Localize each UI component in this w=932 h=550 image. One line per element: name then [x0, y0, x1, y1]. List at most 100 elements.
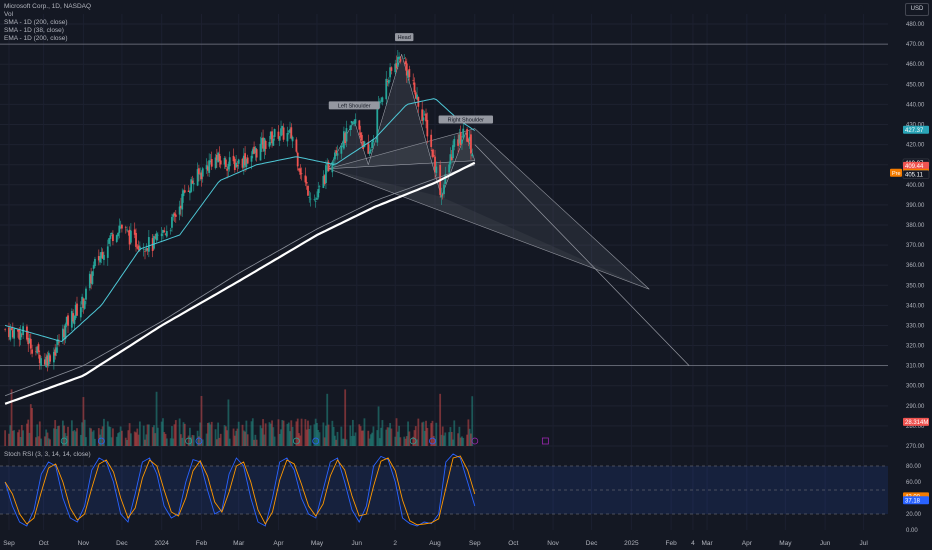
- volume-bar: [91, 431, 94, 446]
- volume-bar: [144, 439, 146, 446]
- volume-bar: [189, 427, 191, 446]
- candle-body: [291, 136, 294, 142]
- volume-bar: [180, 434, 182, 446]
- candle-body: [146, 248, 149, 251]
- candle-body: [286, 133, 289, 142]
- volume-bar: [332, 426, 335, 446]
- candle-body: [289, 129, 291, 133]
- candle-body: [390, 67, 393, 71]
- candle-body: [354, 119, 357, 124]
- price-tick-label: 340.00: [906, 303, 925, 309]
- volume-bar: [20, 425, 23, 446]
- volume-bar: [44, 436, 46, 446]
- volume-bar: [412, 436, 415, 446]
- candle-body: [466, 129, 468, 142]
- candle-body: [461, 139, 463, 144]
- volume-bar: [405, 436, 408, 446]
- price-label-box: [903, 125, 929, 134]
- candle-body: [49, 355, 51, 362]
- candle-body: [187, 190, 190, 193]
- candle-body: [189, 190, 191, 194]
- candle-body: [181, 193, 184, 210]
- legend-sma200[interactable]: SMA - 1D (200, close): [4, 19, 68, 26]
- candle-body: [404, 61, 407, 65]
- volume-bar: [153, 425, 155, 446]
- symbol-title[interactable]: Microsoft Corp., 1D, NASDAQ: [4, 3, 92, 10]
- candle-body: [282, 127, 285, 140]
- candle-body: [413, 82, 416, 93]
- candle-body: [135, 233, 137, 247]
- candle-body: [47, 352, 50, 365]
- candle-body: [405, 63, 408, 76]
- candle-body: [290, 127, 293, 139]
- stoch-legend[interactable]: Stoch RSI (3, 3, 14, 14, close): [4, 451, 91, 458]
- volume-bar: [291, 426, 294, 446]
- candle-body: [165, 231, 168, 237]
- volume-bar: [313, 424, 316, 446]
- volume-bar: [162, 418, 164, 446]
- target-line: [474, 144, 690, 366]
- candle-body: [10, 328, 13, 330]
- volume-bar: [27, 419, 30, 446]
- currency-button[interactable]: USD: [905, 3, 929, 16]
- time-tick-label: Mar: [233, 540, 245, 547]
- volume-bar: [99, 434, 101, 446]
- volume-bar: [182, 422, 185, 446]
- candle-body: [298, 168, 300, 171]
- candle-body: [70, 311, 73, 328]
- event-marker: [60, 437, 68, 445]
- volume-bar: [46, 432, 49, 446]
- volume-bar: [325, 425, 327, 446]
- time-tick-label: Nov: [547, 540, 559, 547]
- candle-body: [164, 234, 167, 235]
- candle-body: [253, 146, 255, 154]
- price-tick-label: 330.00: [906, 323, 925, 329]
- volume-bar: [414, 426, 417, 446]
- candle-body: [27, 337, 30, 345]
- candle-body: [56, 339, 59, 345]
- volume-bar: [371, 432, 374, 446]
- pattern-label-text: Head: [398, 35, 411, 41]
- volume-bar: [191, 434, 194, 446]
- time-axis[interactable]: Sep Oct Nov Dec 2024 Feb Mar Apr May Jun 2 Aug Sep Oc…: [0, 535, 932, 550]
- volume-bar: [253, 439, 255, 446]
- candle-body: [471, 154, 474, 157]
- volume-bar: [97, 428, 100, 446]
- candle-body: [100, 251, 103, 258]
- legend-sma38[interactable]: SMA - 1D (38, close): [4, 27, 64, 34]
- candle-body: [363, 141, 366, 148]
- candle-body: [423, 113, 426, 115]
- time-tick-label: Oct: [39, 540, 49, 547]
- volume-bar: [58, 425, 60, 446]
- volume-bar: [142, 425, 145, 446]
- volume-bar: [262, 419, 264, 446]
- volume-bar: [237, 421, 240, 446]
- candle-body: [160, 233, 163, 237]
- candle-body: [376, 109, 379, 143]
- candle-body: [153, 236, 155, 249]
- volume-bar: [341, 438, 344, 446]
- price-label: 28.314M: [905, 420, 928, 426]
- candle-body: [108, 238, 110, 244]
- volume-bar: [10, 389, 13, 446]
- volume-bar: [214, 429, 217, 446]
- volume-bar: [206, 423, 209, 446]
- legend-ema200[interactable]: EMA - 1D (200, close): [4, 35, 68, 42]
- candle-body: [178, 206, 181, 215]
- candle-body: [214, 157, 217, 169]
- volume-bar: [233, 435, 236, 446]
- volume-bar: [55, 429, 58, 446]
- volume-bar: [407, 421, 409, 446]
- candle-body: [350, 120, 353, 124]
- candle-body: [73, 315, 76, 325]
- volume-bar: [440, 434, 443, 446]
- legend-vol[interactable]: Vol: [4, 11, 14, 18]
- candle-body: [335, 150, 338, 153]
- candle-body: [142, 249, 145, 250]
- price-tick-label: 380.00: [906, 223, 925, 229]
- candle-body: [97, 256, 100, 261]
- stoch-value-label-box: [903, 496, 929, 505]
- candle-body: [63, 329, 66, 338]
- price-axis[interactable]: 480.00 470.00 460.00 450.00 440.00 430.00 420.…: [888, 0, 932, 535]
